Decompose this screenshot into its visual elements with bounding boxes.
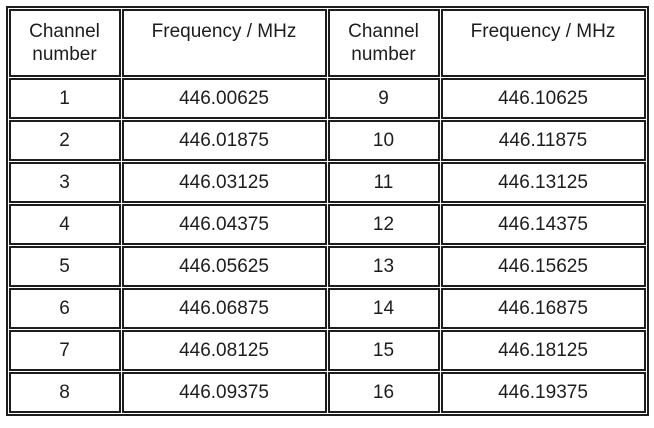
frequency-cell: 446.11875	[440, 120, 646, 161]
table-row: 5 446.05625 13 446.15625	[8, 246, 646, 287]
frequency-cell: 446.05625	[121, 246, 327, 287]
channel-number-cell: 14	[327, 288, 440, 329]
frequency-cell: 446.09375	[121, 372, 327, 413]
frequency-cell: 446.04375	[121, 204, 327, 245]
frequency-table-body: 1 446.00625 9 446.10625 2 446.01875 10 446.1187…	[8, 78, 646, 413]
table-row: 1 446.00625 9 446.10625	[8, 78, 646, 119]
frequency-cell: 446.13125	[440, 162, 646, 203]
frequency-cell: 446.15625	[440, 246, 646, 287]
frequency-cell: 446.01875	[121, 120, 327, 161]
frequency-cell: 446.19375	[440, 372, 646, 413]
channel-number-cell: 9	[327, 78, 440, 119]
table-row: 2 446.01875 10 446.11875	[8, 120, 646, 161]
channel-number-cell: 6	[8, 288, 121, 329]
channel-number-cell: 11	[327, 162, 440, 203]
channel-number-cell: 8	[8, 372, 121, 413]
column-header-frequency-right: Frequency / MHz	[440, 9, 646, 77]
table-row: 3 446.03125 11 446.13125	[8, 162, 646, 203]
channel-number-cell: 15	[327, 330, 440, 371]
table-row: 4 446.04375 12 446.14375	[8, 204, 646, 245]
frequency-cell: 446.14375	[440, 204, 646, 245]
channel-number-cell: 13	[327, 246, 440, 287]
channel-number-cell: 7	[8, 330, 121, 371]
channel-number-cell: 4	[8, 204, 121, 245]
column-header-frequency-left: Frequency / MHz	[121, 9, 327, 77]
frequency-cell: 446.10625	[440, 78, 646, 119]
channel-number-cell: 5	[8, 246, 121, 287]
channel-number-cell: 3	[8, 162, 121, 203]
frequency-cell: 446.06875	[121, 288, 327, 329]
channel-number-cell: 10	[327, 120, 440, 161]
table-header-row: Channel number Frequency / MHz Channel n…	[8, 9, 646, 77]
table-row: 7 446.08125 15 446.18125	[8, 330, 646, 371]
column-header-channel-number-right: Channel number	[327, 9, 440, 77]
frequency-cell: 446.00625	[121, 78, 327, 119]
column-header-channel-number-left: Channel number	[8, 9, 121, 77]
table-row: 6 446.06875 14 446.16875	[8, 288, 646, 329]
channel-number-cell: 12	[327, 204, 440, 245]
frequency-cell: 446.16875	[440, 288, 646, 329]
frequency-cell: 446.18125	[440, 330, 646, 371]
table-row: 8 446.09375 16 446.19375	[8, 372, 646, 413]
frequency-cell: 446.08125	[121, 330, 327, 371]
frequency-cell: 446.03125	[121, 162, 327, 203]
channel-frequency-table: Channel number Frequency / MHz Channel n…	[5, 6, 649, 416]
channel-number-cell: 1	[8, 78, 121, 119]
channel-number-cell: 2	[8, 120, 121, 161]
channel-number-cell: 16	[327, 372, 440, 413]
